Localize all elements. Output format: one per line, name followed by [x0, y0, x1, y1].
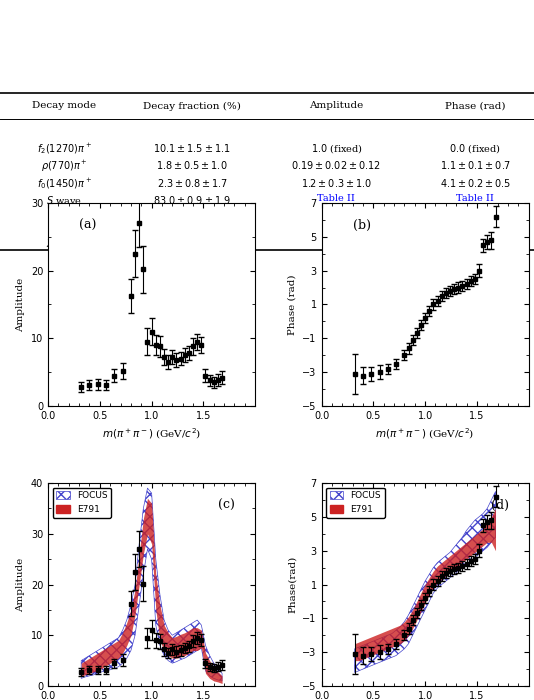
X-axis label: $m(\pi^+\pi^-)$ (GeV/$c^2$): $m(\pi^+\pi^-)$ (GeV/$c^2$) — [375, 426, 475, 441]
Legend: FOCUS, E791: FOCUS, E791 — [52, 488, 111, 517]
Text: $\rho(770)\pi^+$: $\rho(770)\pi^+$ — [41, 160, 88, 174]
Text: (d): (d) — [491, 499, 509, 512]
Text: $\chi^2/NDF$: $\chi^2/NDF$ — [45, 234, 83, 251]
Text: Table II: Table II — [457, 194, 494, 203]
Text: Phase (rad): Phase (rad) — [445, 102, 506, 111]
Legend: FOCUS, E791: FOCUS, E791 — [326, 488, 384, 517]
Text: $S$ wave: $S$ wave — [46, 194, 82, 206]
Text: Decay fraction (%): Decay fraction (%) — [143, 102, 241, 111]
Y-axis label: Phase(rad): Phase(rad) — [288, 556, 297, 613]
Text: Amplitude: Amplitude — [309, 102, 364, 111]
Text: $0.19 \pm 0.02 \pm 0.12$: $0.19 \pm 0.02 \pm 0.12$ — [292, 160, 381, 172]
Text: $4.1 \pm 0.2 \pm 0.5$: $4.1 \pm 0.2 \pm 0.5$ — [439, 176, 511, 189]
Y-axis label: Amplitude: Amplitude — [16, 557, 25, 612]
Text: $1.0$ (fixed): $1.0$ (fixed) — [310, 141, 363, 155]
Text: $1.8 \pm 0.5 \pm 1.0$: $1.8 \pm 0.5 \pm 1.0$ — [156, 160, 228, 172]
Y-axis label: Phase (rad): Phase (rad) — [288, 274, 297, 335]
Text: Table II: Table II — [318, 194, 355, 203]
X-axis label: $m(\pi^+\pi^-)$ (GeV/$c^2$): $m(\pi^+\pi^-)$ (GeV/$c^2$) — [102, 426, 201, 441]
Text: $f_0(1450)\pi^+$: $f_0(1450)\pi^+$ — [36, 176, 92, 191]
Text: (b): (b) — [352, 219, 371, 232]
Text: Decay mode: Decay mode — [32, 102, 96, 111]
Text: $0.0$ (fixed): $0.0$ (fixed) — [449, 141, 501, 155]
Text: $1.1 \pm 0.1 \pm 0.7$: $1.1 \pm 0.1 \pm 0.7$ — [440, 160, 511, 172]
Text: Total: Total — [52, 214, 76, 223]
Text: $97.2 \pm 3.7 \pm 3.8$: $97.2 \pm 3.7 \pm 3.8$ — [154, 214, 231, 225]
Y-axis label: Amplitude: Amplitude — [16, 277, 25, 332]
Text: $2.3 \pm 0.8 \pm 1.7$: $2.3 \pm 0.8 \pm 1.7$ — [157, 176, 227, 189]
Text: (c): (c) — [218, 499, 235, 512]
Text: $\frac{437}{422-64} = 1.2$: $\frac{437}{422-64} = 1.2$ — [162, 234, 222, 253]
Text: $83.0 \pm 0.9 \pm 1.9$: $83.0 \pm 0.9 \pm 1.9$ — [153, 194, 231, 206]
Text: $10.1 \pm 1.5 \pm 1.1$: $10.1 \pm 1.5 \pm 1.1$ — [153, 141, 231, 154]
Text: (a): (a) — [79, 219, 97, 232]
Text: $f_2(1270)\pi^+$: $f_2(1270)\pi^+$ — [36, 141, 92, 157]
Text: $1.2 \pm 0.3 \pm 1.0$: $1.2 \pm 0.3 \pm 1.0$ — [301, 176, 372, 189]
